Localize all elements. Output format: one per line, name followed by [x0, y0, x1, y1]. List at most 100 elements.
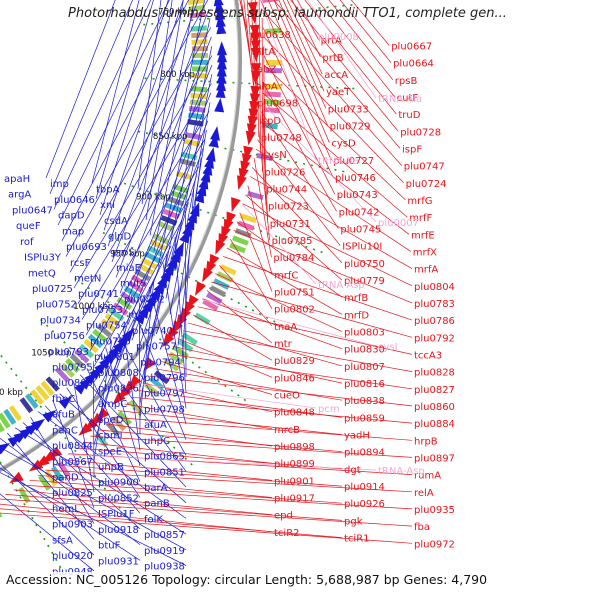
gene-label[interactable]: plu0804: [414, 282, 455, 293]
gene-label[interactable]: plu0935: [414, 505, 455, 516]
gene-label[interactable]: dgt: [344, 465, 361, 476]
gene-label[interactable]: cpmI: [98, 431, 123, 442]
gene-label[interactable]: argA: [8, 190, 31, 201]
gene-label[interactable]: panB: [144, 499, 170, 510]
gene-label[interactable]: plu0693: [66, 242, 107, 253]
gene-label[interactable]: plu0794: [140, 357, 181, 368]
gene-label[interactable]: xni: [100, 200, 115, 211]
gene-label[interactable]: panD: [52, 473, 79, 484]
gene-label[interactable]: plu0757: [136, 342, 177, 353]
gene-label[interactable]: plu0733: [328, 104, 369, 115]
gene-label[interactable]: plu0851: [144, 467, 185, 478]
gene-label[interactable]: metQ: [28, 268, 56, 279]
gene-label[interactable]: mrfE: [411, 230, 435, 241]
gene-label[interactable]: glnD: [108, 232, 131, 243]
gene-label[interactable]: metN: [74, 274, 101, 285]
gene-label[interactable]: plu0664: [393, 59, 434, 70]
gene-label[interactable]: plu0900: [98, 478, 139, 489]
gene-label[interactable]: mrfI: [128, 310, 148, 321]
gene-label[interactable]: rof: [20, 237, 34, 248]
gene-label[interactable]: plu0745: [340, 225, 381, 236]
right-gene-labels[interactable]: plu0638 prtA plu0667 mltA prtB plu0664 fabZ acc…: [250, 30, 455, 550]
gene-label[interactable]: plu0755: [90, 336, 131, 347]
gene-label[interactable]: plu0747: [404, 162, 445, 173]
gene-label[interactable]: plu0752: [36, 300, 77, 311]
gene-label[interactable]: plu0931: [98, 556, 139, 567]
gene-label[interactable]: plu0784: [273, 253, 314, 264]
gene-label[interactable]: plu0884: [414, 419, 455, 430]
gene-label[interactable]: mrfX: [413, 247, 437, 258]
gene-label[interactable]: plu0756: [44, 331, 85, 342]
gene-label[interactable]: mrcB: [274, 425, 300, 436]
gene-label[interactable]: epd: [274, 511, 293, 522]
gene-label[interactable]: afuB: [52, 410, 75, 421]
gene-label[interactable]: plu0792: [414, 333, 455, 344]
gene-label[interactable]: plu0803: [344, 328, 385, 339]
rna-label[interactable]: tRNA-Ala: [378, 94, 422, 105]
gene-label[interactable]: mtr: [274, 339, 293, 350]
gene-label[interactable]: mltA: [252, 47, 275, 58]
gene-label[interactable]: plu0785: [272, 236, 313, 247]
gene-label[interactable]: hrpB: [414, 436, 438, 447]
gene-label[interactable]: plu0838: [344, 396, 385, 407]
gene-label[interactable]: plu0852: [98, 493, 139, 504]
gene-label[interactable]: uhpB: [98, 462, 124, 473]
gene-label[interactable]: mrfC: [274, 270, 298, 281]
gene-label[interactable]: fba: [414, 522, 430, 533]
gene-label[interactable]: plu0729: [330, 122, 371, 133]
gene-label[interactable]: ISPlu10I: [342, 242, 382, 253]
gene-label[interactable]: plu0914: [344, 482, 385, 493]
gene-label[interactable]: plu0734: [40, 315, 81, 326]
gene-label[interactable]: ISPlu1F: [98, 509, 135, 520]
gene-label[interactable]: ispD: [259, 116, 281, 127]
gene-label[interactable]: plu0867: [52, 457, 93, 468]
gene-label[interactable]: plu0827: [414, 385, 455, 396]
gene-label[interactable]: hemL: [52, 504, 80, 515]
gene-label[interactable]: plu0741: [78, 289, 119, 300]
gene-label[interactable]: plu0918: [98, 525, 139, 536]
rna-label[interactable]: cysI: [378, 342, 398, 353]
gene-label[interactable]: plu0848: [274, 408, 315, 419]
left-gene-labels[interactable]: apaH imp tbpA argA plu0646 xni plu0647 dapD csdA…: [4, 174, 185, 578]
gene-label[interactable]: plu0746: [335, 173, 376, 184]
gene-label[interactable]: mrfG: [407, 196, 432, 207]
gene-label[interactable]: mrfD: [344, 310, 369, 321]
gene-label[interactable]: plu0795: [52, 363, 93, 374]
gene-label[interactable]: plu0725: [32, 284, 73, 295]
gene-label[interactable]: plu0919: [144, 546, 185, 557]
gene-label[interactable]: relA: [414, 488, 434, 499]
gene-label[interactable]: uhpC: [144, 436, 170, 447]
gene-label[interactable]: mrfF: [409, 213, 432, 224]
gene-label[interactable]: plu0809: [52, 378, 93, 389]
gene-label[interactable]: plu0816: [344, 379, 385, 390]
gene-label[interactable]: plu0917: [274, 494, 315, 505]
gene-label[interactable]: plu0894: [344, 448, 385, 459]
gene-label[interactable]: plu0646: [54, 195, 95, 206]
gene-label[interactable]: fbpC: [52, 394, 75, 405]
gene-label[interactable]: plu0972: [414, 539, 455, 550]
gene-label[interactable]: plu0750: [344, 259, 385, 270]
gene-label[interactable]: ISPlu3Y: [24, 253, 62, 264]
gene-label[interactable]: plu0779: [344, 276, 385, 287]
gene-label[interactable]: pgk: [344, 516, 363, 527]
gene-label[interactable]: mrfA: [414, 265, 438, 276]
gene-label[interactable]: plu0748: [261, 133, 302, 144]
gene-label[interactable]: plu0698: [257, 99, 298, 110]
gene-label[interactable]: barA: [144, 483, 168, 494]
gene-label[interactable]: plu0830: [344, 345, 385, 356]
gene-label[interactable]: tbpA: [96, 185, 120, 196]
gene-label[interactable]: plu0865: [144, 452, 185, 463]
gene-label[interactable]: rumA: [414, 471, 441, 482]
gene-label[interactable]: plu0742: [339, 207, 380, 218]
gene-label[interactable]: btuF: [98, 541, 121, 552]
gene-label[interactable]: plu0744: [266, 185, 307, 196]
gene-label[interactable]: cueO: [274, 391, 300, 402]
gene-label[interactable]: panC: [52, 425, 78, 436]
gene-label[interactable]: fabZ: [254, 64, 277, 75]
gene-label[interactable]: plu0926: [344, 499, 385, 510]
gene-label[interactable]: truD: [398, 110, 420, 121]
gene-label[interactable]: accA: [324, 70, 348, 81]
gene-label[interactable]: prtA: [321, 36, 342, 47]
gene-label[interactable]: plu0903: [52, 520, 93, 531]
gene-label[interactable]: folK: [144, 514, 163, 525]
